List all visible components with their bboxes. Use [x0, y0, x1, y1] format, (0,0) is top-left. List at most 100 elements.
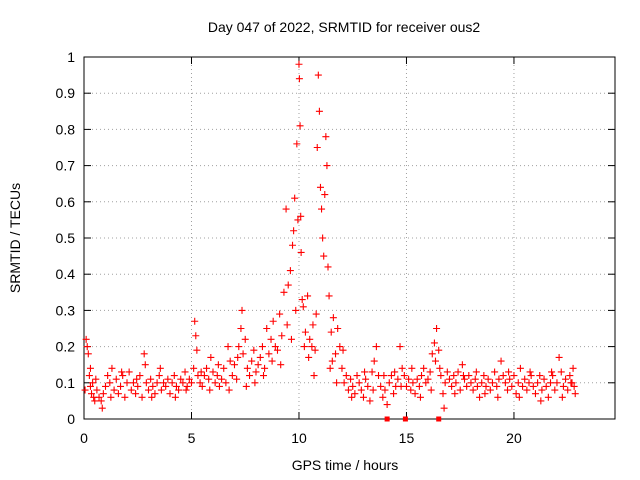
data-point [329, 314, 337, 322]
data-point [368, 368, 376, 376]
data-point [177, 375, 185, 383]
data-point [362, 375, 370, 383]
data-point [551, 386, 559, 394]
data-point [213, 372, 221, 380]
data-point [239, 350, 247, 358]
data-point [258, 343, 266, 351]
data-point [544, 393, 552, 401]
data-point [151, 390, 159, 398]
data-point [187, 379, 195, 387]
data-point [321, 191, 329, 199]
data-point [170, 372, 178, 380]
data-point [271, 343, 279, 351]
data-point [254, 361, 262, 369]
data-point [123, 379, 131, 387]
data-point [501, 379, 509, 387]
data-point [400, 372, 408, 380]
data-point [82, 335, 90, 343]
data-point [138, 393, 146, 401]
data-point [125, 368, 133, 376]
data-point [413, 375, 421, 383]
data-point [218, 375, 226, 383]
data-point [426, 368, 434, 376]
data-point [133, 375, 141, 383]
data-point [283, 321, 291, 329]
data-point [521, 375, 529, 383]
data-point [265, 350, 273, 358]
data-point [324, 263, 332, 271]
data-point [445, 375, 453, 383]
data-point [353, 372, 361, 380]
y-tick-label: 0.7 [56, 158, 76, 174]
data-point [564, 386, 572, 394]
data-point [89, 379, 97, 387]
data-point [300, 343, 308, 351]
y-tick-label: 0.6 [56, 194, 76, 210]
data-point [310, 372, 318, 380]
data-point [471, 375, 479, 383]
data-point [559, 382, 567, 390]
data-point [316, 183, 324, 191]
data-point [332, 350, 340, 358]
data-point [306, 335, 314, 343]
data-point [407, 386, 415, 394]
data-point [104, 372, 112, 380]
data-point [132, 390, 140, 398]
data-point [398, 364, 406, 372]
data-point [422, 379, 430, 387]
chart-title: Day 047 of 2022, SRMTID for receiver ous… [208, 19, 481, 35]
data-point [411, 390, 419, 398]
data-point [179, 379, 187, 387]
data-point [172, 382, 180, 390]
data-point [175, 386, 183, 394]
data-point [260, 372, 268, 380]
data-point [225, 386, 233, 394]
data-point [301, 328, 309, 336]
x-axis-label: GPS time / hours [292, 457, 399, 473]
data-point [452, 379, 460, 387]
y-tick-label: 0.3 [56, 302, 76, 318]
data-point [536, 372, 544, 380]
data-point [276, 310, 284, 318]
data-point [340, 379, 348, 387]
data-point [144, 386, 152, 394]
data-point [441, 379, 449, 387]
data-point [451, 390, 459, 398]
data-point [450, 372, 458, 380]
data-point [458, 361, 466, 369]
data-point [299, 303, 307, 311]
x-tick-label: 0 [80, 430, 88, 446]
grid-lines [84, 57, 615, 419]
data-point [280, 288, 288, 296]
data-point [383, 401, 391, 409]
data-point [263, 325, 271, 332]
data-point [355, 379, 363, 387]
data-point [83, 343, 91, 351]
data-point [333, 379, 341, 387]
data-point [192, 332, 200, 340]
data-point [108, 364, 116, 372]
data-point [242, 382, 250, 390]
data-point [418, 372, 426, 380]
data-point [569, 364, 577, 372]
y-tick-label: 0.8 [56, 121, 76, 137]
data-point [456, 386, 464, 394]
data-point [250, 346, 258, 354]
data-point [494, 393, 502, 401]
data-point [206, 386, 214, 394]
data-point [314, 71, 322, 79]
data-point [164, 375, 172, 383]
data-point [315, 107, 323, 115]
data-point [198, 382, 206, 390]
data-point [323, 162, 331, 170]
data-point [95, 393, 103, 401]
data-point [454, 368, 462, 376]
data-point [380, 372, 388, 380]
data-point [472, 368, 480, 376]
data-point [190, 364, 198, 372]
data-point [200, 372, 208, 380]
data-point [88, 390, 96, 398]
data-point [443, 368, 451, 376]
data-point [278, 332, 286, 340]
data-point [424, 375, 432, 383]
